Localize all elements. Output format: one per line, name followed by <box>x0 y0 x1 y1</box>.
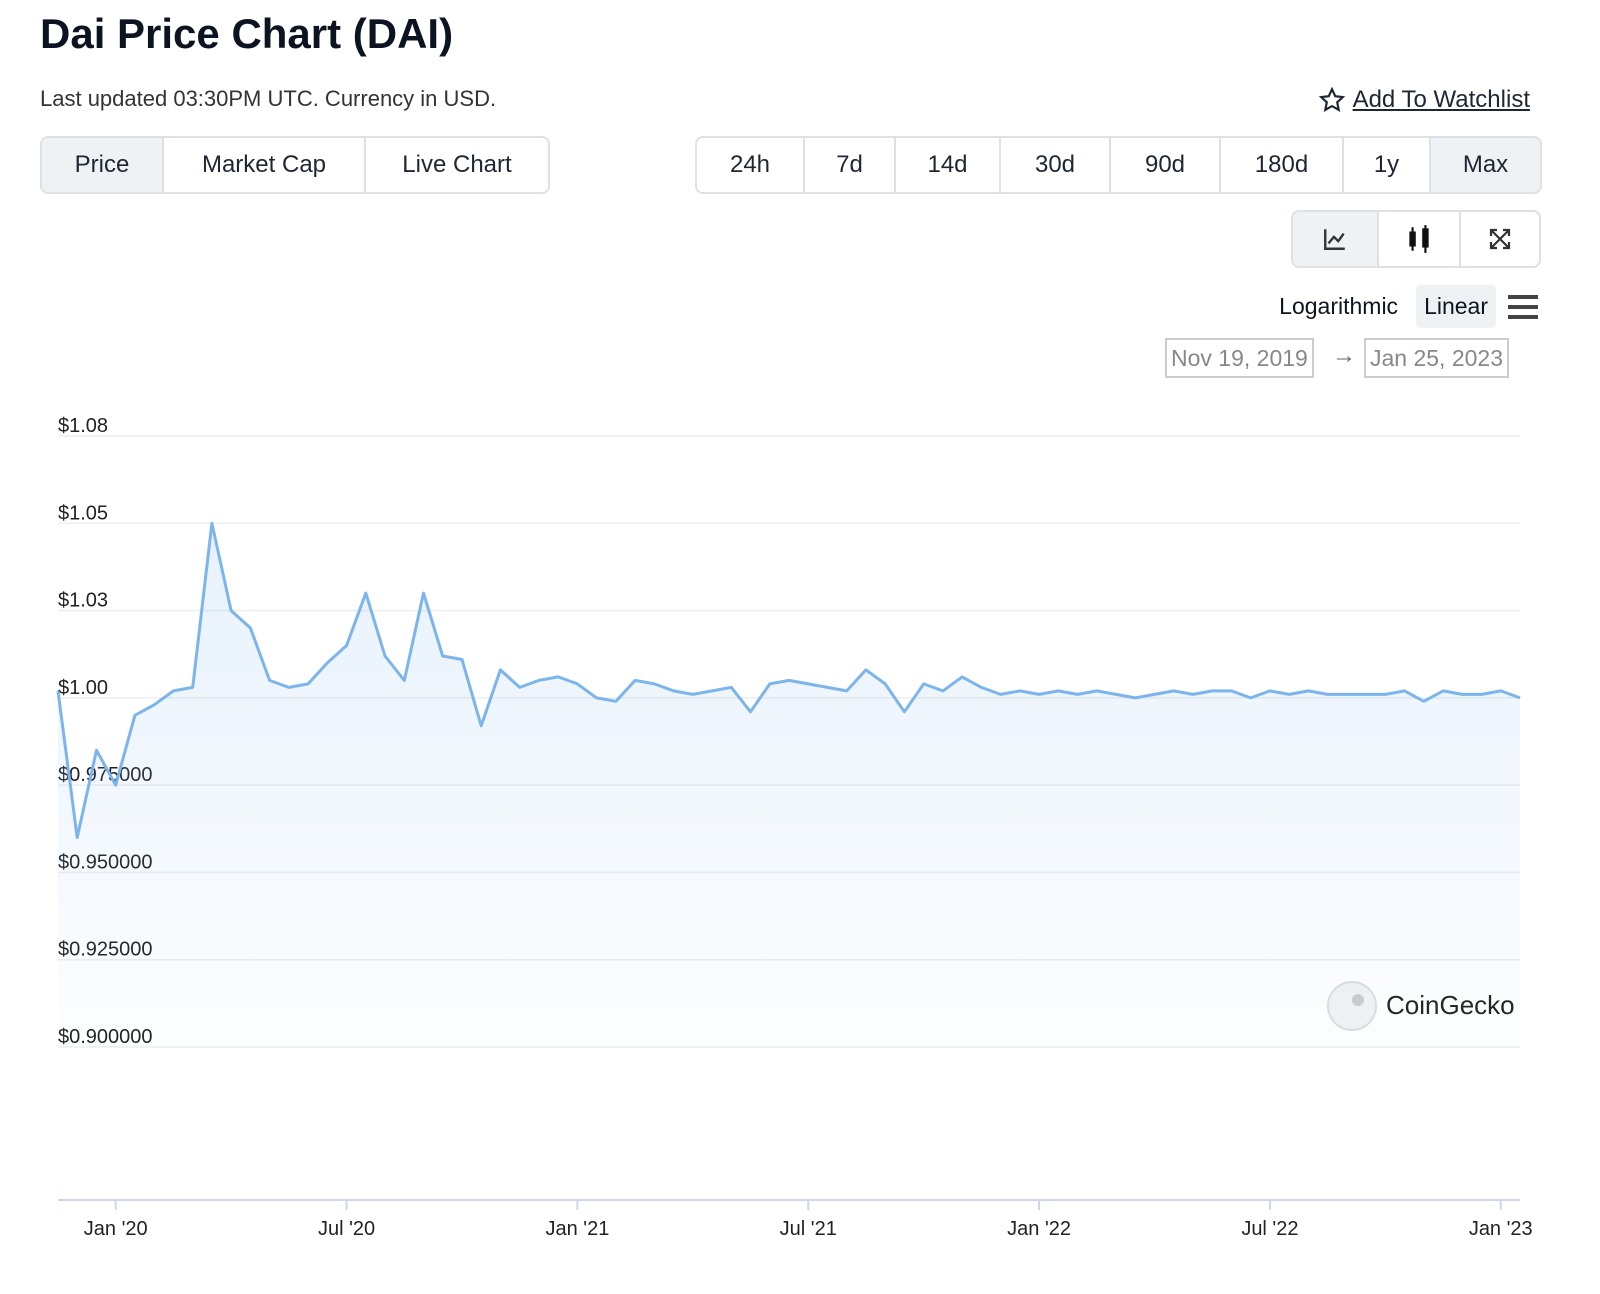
x-tick-label: Jan '20 <box>84 1218 148 1240</box>
range-button[interactable]: 180d <box>1221 138 1344 192</box>
line-icon <box>1324 229 1345 250</box>
scale-toggle: Logarithmic Linear <box>1271 285 1540 328</box>
y-tick-label: $1.05 <box>58 502 108 524</box>
y-tick-label: $1.03 <box>58 590 108 612</box>
price-area <box>58 523 1520 1047</box>
range-button[interactable]: Max <box>1431 138 1540 192</box>
fullscreen-icon <box>1489 228 1511 250</box>
tab[interactable]: Price <box>42 138 164 192</box>
x-tick-label: Jul '21 <box>780 1218 837 1240</box>
tab-group: Price Market Cap Live Chart <box>40 136 550 194</box>
candle-icon <box>1409 225 1429 253</box>
range-button[interactable]: 7d <box>805 138 896 192</box>
x-tick-label: Jul '20 <box>318 1218 375 1240</box>
watchlist-text[interactable]: Add To Watchlist <box>1352 86 1530 113</box>
watchlist-link[interactable]: Add To Watchlist <box>1318 86 1530 114</box>
candle-chart-button[interactable] <box>1379 212 1461 266</box>
x-tick-label: Jul '22 <box>1241 1218 1298 1240</box>
tab[interactable]: Market Cap <box>164 138 366 192</box>
scale-option[interactable]: Linear <box>1416 285 1496 328</box>
date-to[interactable]: Jan 25, 2023 <box>1364 338 1510 378</box>
y-tick-label: $1.08 <box>58 415 108 437</box>
range-button[interactable]: 14d <box>896 138 1001 192</box>
x-tick-label: Jan '21 <box>545 1218 609 1240</box>
x-tick-label: Jan '22 <box>1007 1218 1071 1240</box>
range-button[interactable]: 1y <box>1344 138 1431 192</box>
range-group: 24h 7d 14d 30d 90d 180d 1y Max <box>695 136 1542 194</box>
range-button[interactable]: 90d <box>1111 138 1221 192</box>
tab[interactable]: Live Chart <box>366 138 548 192</box>
date-from[interactable]: Nov 19, 2019 <box>1165 338 1314 378</box>
scale-option[interactable]: Logarithmic <box>1279 293 1399 319</box>
arrow: → <box>1332 342 1356 369</box>
y-tick-label: $1.00 <box>58 677 108 699</box>
range-button[interactable]: 24h <box>697 138 805 192</box>
page-title: Dai Price Chart (DAI) <box>40 10 454 57</box>
x-tick-label: Jan '23 <box>1469 1218 1533 1240</box>
star-icon <box>1318 87 1345 112</box>
chart-type-group <box>1291 210 1541 268</box>
fullscreen-button[interactable] <box>1461 212 1539 266</box>
line-chart-button[interactable] <box>1293 212 1379 266</box>
menu-icon[interactable] <box>1506 293 1540 321</box>
subtitle: Last updated 03:30PM UTC. Currency in US… <box>40 86 497 111</box>
range-button[interactable]: 30d <box>1001 138 1111 192</box>
price-line <box>56 521 1521 839</box>
